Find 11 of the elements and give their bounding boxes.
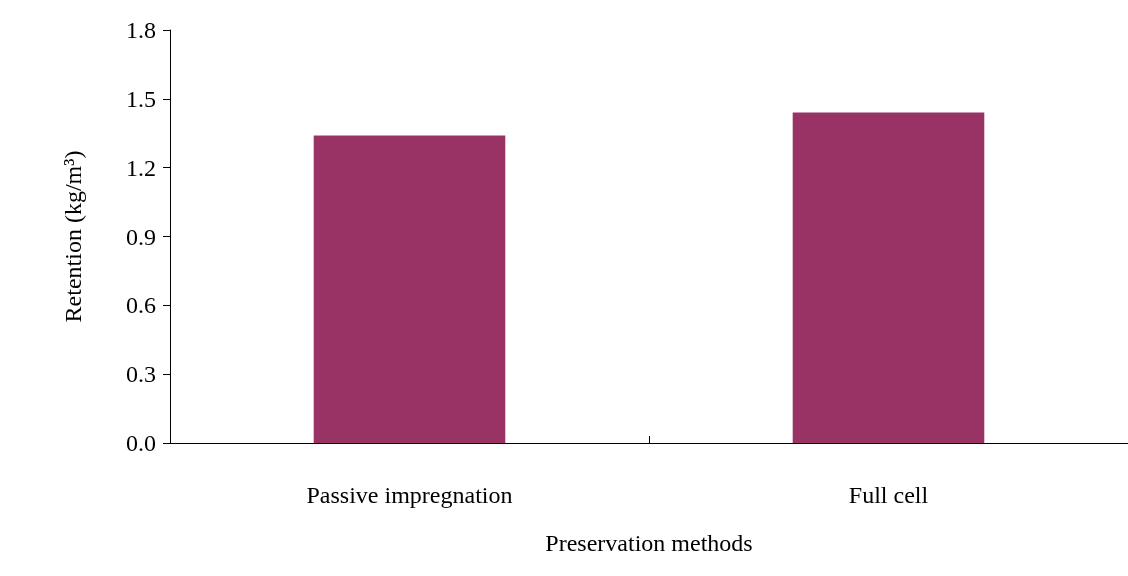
- y-axis-title: Retention (kg/m³): [60, 150, 86, 323]
- x-axis-title: Preservation methods: [545, 530, 753, 556]
- y-tick-label: 0.6: [126, 292, 156, 319]
- x-tick-label: Passive impregnation: [306, 482, 513, 508]
- y-tick-label: 0.3: [126, 361, 156, 388]
- y-tick-label: 0.9: [126, 223, 156, 250]
- y-tick-label: 1.5: [126, 85, 156, 112]
- y-tick-label: 1.8: [126, 17, 156, 43]
- y-tick-label: 0.0: [126, 430, 156, 456]
- y-tick-label: 1.2: [126, 154, 156, 181]
- x-tick-label: Full cell: [848, 482, 929, 508]
